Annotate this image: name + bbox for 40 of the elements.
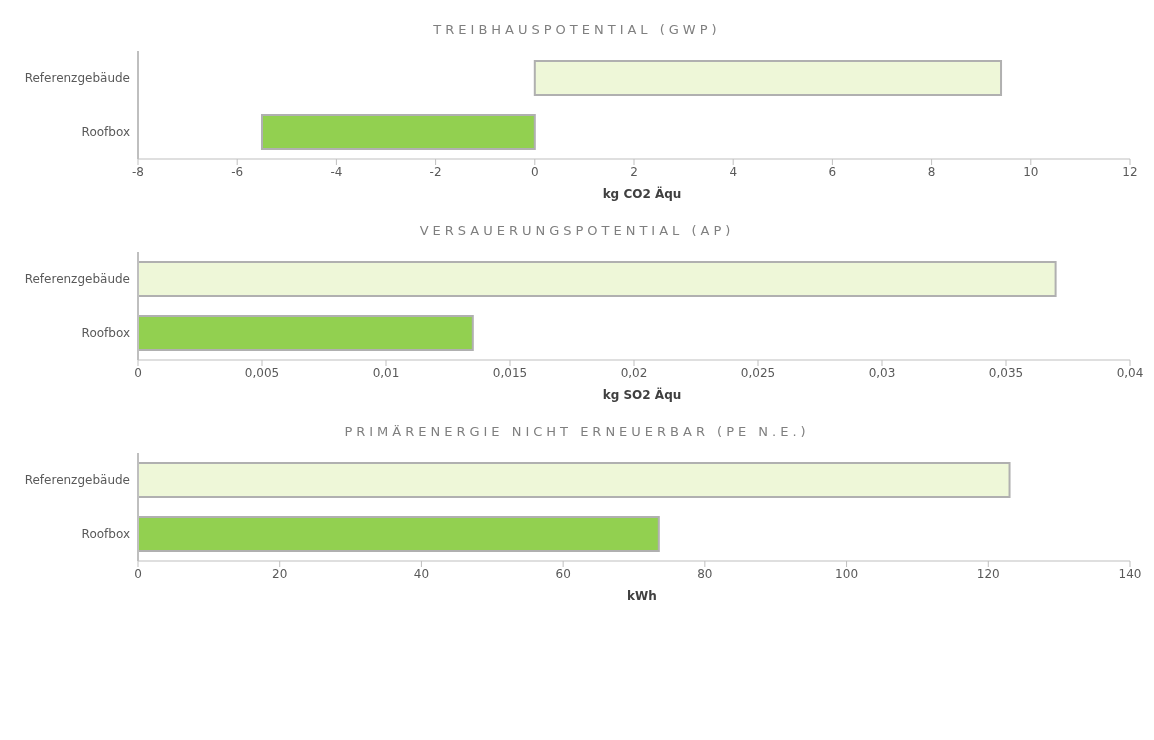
x-axis-title: kg CO2 Äqu	[601, 187, 683, 201]
x-tick-label: 20	[272, 566, 288, 581]
x-tick-label: 0,005	[244, 365, 280, 380]
y-tick-label: Roofbox	[81, 125, 130, 140]
x-tick-label: 8	[927, 164, 936, 179]
y-tick-label: Roofbox	[81, 326, 130, 341]
x-tick-label: 0	[134, 566, 142, 581]
x-tick-label: 0	[134, 365, 142, 380]
y-tick-label: Roofbox	[81, 527, 130, 542]
x-tick-label: 0,03	[868, 365, 896, 380]
x-tick-label: 2	[630, 164, 638, 179]
x-tick-label: 12	[1122, 164, 1138, 179]
x-tick-label: 120	[976, 566, 1000, 581]
x-tick-label: 60	[555, 566, 571, 581]
chart-title: TREIBHAUSPOTENTIAL (GWP)	[432, 22, 722, 37]
x-tick-label: 0,035	[988, 365, 1024, 380]
y-tick-label: Referenzgebäude	[24, 473, 130, 488]
x-tick-label: 10	[1023, 164, 1039, 179]
x-tick-label: 0,025	[740, 365, 776, 380]
x-tick-label: 0	[530, 164, 539, 179]
x-tick-label: 0,04	[1116, 365, 1144, 380]
x-tick-label: 80	[697, 566, 713, 581]
x-tick-label: -6	[231, 164, 244, 179]
x-tick-label: 4	[729, 164, 738, 179]
x-tick-label: 40	[413, 566, 430, 581]
y-tick-label: Referenzgebäude	[24, 272, 130, 287]
chart-title: PRIMÄRENERGIE NICHT ERNEUERBAR (PE N.E.)	[343, 424, 811, 439]
x-tick-label: 0,02	[620, 365, 648, 380]
x-tick-label: -8	[132, 164, 144, 179]
x-tick-label: 140	[1118, 566, 1142, 581]
y-tick-label: Referenzgebäude	[24, 71, 130, 86]
x-tick-label: -2	[429, 164, 442, 179]
x-tick-label: 100	[835, 566, 859, 581]
x-tick-label: 0,01	[372, 365, 400, 380]
x-tick-label: -4	[330, 164, 343, 179]
chart-title: VERSAUERUNGSPOTENTIAL (AP)	[418, 223, 736, 238]
x-tick-label: 0,015	[492, 365, 528, 380]
x-axis-title: kWh	[626, 589, 658, 603]
x-axis-title: kg SO2 Äqu	[601, 388, 683, 402]
x-tick-label: 6	[828, 164, 837, 179]
